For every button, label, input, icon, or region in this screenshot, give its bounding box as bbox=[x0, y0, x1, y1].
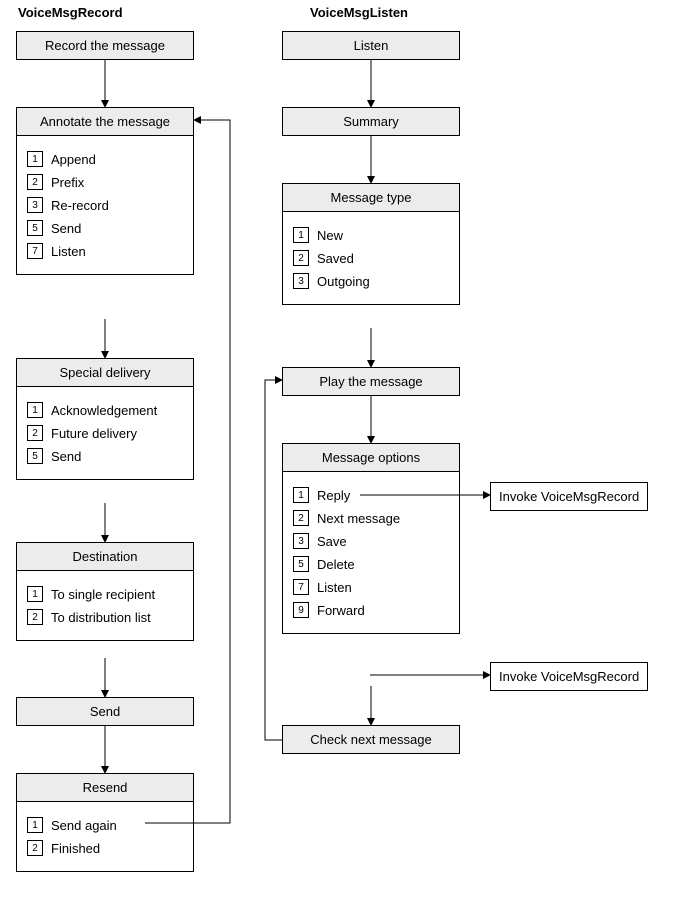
menu-key: 5 bbox=[27, 220, 43, 236]
menu-item: 2 To distribution list bbox=[27, 609, 183, 625]
invoke-box: Invoke VoiceMsgRecord bbox=[490, 662, 648, 691]
node-header: Listen bbox=[283, 32, 459, 59]
node-play: Play the message bbox=[282, 367, 460, 396]
menu-key: 2 bbox=[27, 609, 43, 625]
menu-key: 1 bbox=[293, 487, 309, 503]
node-items: 1 Acknowledgement 2 Future delivery 5 Send bbox=[17, 387, 193, 479]
menu-item: 1 Acknowledgement bbox=[27, 402, 183, 418]
menu-key: 1 bbox=[27, 151, 43, 167]
node-send: Send bbox=[16, 697, 194, 726]
node-listen: Listen bbox=[282, 31, 460, 60]
menu-key: 2 bbox=[293, 510, 309, 526]
menu-item: 2 Finished bbox=[27, 840, 183, 856]
menu-label: Listen bbox=[317, 580, 352, 595]
menu-item: 5 Send bbox=[27, 448, 183, 464]
menu-key: 1 bbox=[27, 402, 43, 418]
node-items: 1 Send again 2 Finished bbox=[17, 802, 193, 871]
node-items: 1 Append 2 Prefix 3 Re-record 5 Send 7 Listen bbox=[17, 136, 193, 274]
node-checknext: Check next message bbox=[282, 725, 460, 754]
left-column-title: VoiceMsgRecord bbox=[18, 5, 123, 20]
menu-item: 5 Send bbox=[27, 220, 183, 236]
menu-key: 2 bbox=[27, 425, 43, 441]
node-dest: Destination 1 To single recipient 2 To distr… bbox=[16, 542, 194, 641]
node-header: Message options bbox=[283, 444, 459, 472]
menu-key: 1 bbox=[27, 817, 43, 833]
menu-key: 9 bbox=[293, 602, 309, 618]
node-header: Resend bbox=[17, 774, 193, 802]
node-header: Special delivery bbox=[17, 359, 193, 387]
node-header: Summary bbox=[283, 108, 459, 135]
node-annotate: Annotate the message 1 Append 2 Prefix 3 Re-re… bbox=[16, 107, 194, 275]
menu-item: 1 To single recipient bbox=[27, 586, 183, 602]
node-header: Annotate the message bbox=[17, 108, 193, 136]
node-header: Check next message bbox=[283, 726, 459, 753]
menu-key: 7 bbox=[293, 579, 309, 595]
menu-label: New bbox=[317, 228, 343, 243]
node-items: 1 To single recipient 2 To distribution lis… bbox=[17, 571, 193, 640]
node-record: Record the message bbox=[16, 31, 194, 60]
menu-label: To single recipient bbox=[51, 587, 155, 602]
node-items: 1 New 2 Saved 3 Outgoing bbox=[283, 212, 459, 304]
menu-label: Outgoing bbox=[317, 274, 370, 289]
menu-label: Delete bbox=[317, 557, 355, 572]
menu-item: 5 Delete bbox=[293, 556, 449, 572]
menu-key: 3 bbox=[293, 273, 309, 289]
menu-label: Finished bbox=[51, 841, 100, 856]
node-items: 1 Reply 2 Next message 3 Save 5 Delete 7 Listen 9F… bbox=[283, 472, 459, 633]
right-column-title: VoiceMsgListen bbox=[310, 5, 408, 20]
menu-label: Reply bbox=[317, 488, 350, 503]
node-msgtype: Message type 1 New 2 Saved 3 Outgoing bbox=[282, 183, 460, 305]
menu-label: Prefix bbox=[51, 175, 84, 190]
menu-label: Listen bbox=[51, 244, 86, 259]
menu-key: 3 bbox=[27, 197, 43, 213]
menu-label: Forward bbox=[317, 603, 365, 618]
menu-item: 2 Prefix bbox=[27, 174, 183, 190]
menu-item: 1 New bbox=[293, 227, 449, 243]
menu-key: 2 bbox=[27, 840, 43, 856]
menu-key: 5 bbox=[27, 448, 43, 464]
menu-item: 9 Forward bbox=[293, 602, 449, 618]
menu-label: Next message bbox=[317, 511, 400, 526]
menu-label: Send again bbox=[51, 818, 117, 833]
menu-label: Append bbox=[51, 152, 96, 167]
menu-item: 3 Re-record bbox=[27, 197, 183, 213]
menu-item: 2 Next message bbox=[293, 510, 449, 526]
menu-label: Re-record bbox=[51, 198, 109, 213]
menu-item: 1 Append bbox=[27, 151, 183, 167]
flow-arrow bbox=[265, 380, 282, 740]
menu-label: Send bbox=[51, 449, 81, 464]
node-msgopt: Message options 1 Reply 2 Next message 3 Save 5… bbox=[282, 443, 460, 634]
menu-key: 1 bbox=[27, 586, 43, 602]
invoke-box: Invoke VoiceMsgRecord bbox=[490, 482, 648, 511]
node-summary: Summary bbox=[282, 107, 460, 136]
menu-label: Future delivery bbox=[51, 426, 137, 441]
menu-item: 2 Saved bbox=[293, 250, 449, 266]
menu-key: 5 bbox=[293, 556, 309, 572]
menu-label: Send bbox=[51, 221, 81, 236]
menu-item: 7 Listen bbox=[27, 243, 183, 259]
menu-item: 1 Reply bbox=[293, 487, 449, 503]
node-header: Record the message bbox=[17, 32, 193, 59]
menu-key: 7 bbox=[27, 243, 43, 259]
menu-key: 2 bbox=[293, 250, 309, 266]
menu-key: 2 bbox=[27, 174, 43, 190]
node-header: Message type bbox=[283, 184, 459, 212]
menu-item: 1 Send again bbox=[27, 817, 183, 833]
menu-key: 1 bbox=[293, 227, 309, 243]
node-header: Send bbox=[17, 698, 193, 725]
node-header: Destination bbox=[17, 543, 193, 571]
node-resend: Resend 1 Send again 2 Finished bbox=[16, 773, 194, 872]
menu-item: 3 Save bbox=[293, 533, 449, 549]
menu-label: Saved bbox=[317, 251, 354, 266]
menu-label: Acknowledgement bbox=[51, 403, 157, 418]
node-special: Special delivery 1 Acknowledgement 2 Future … bbox=[16, 358, 194, 480]
menu-item: 2 Future delivery bbox=[27, 425, 183, 441]
menu-item: 3 Outgoing bbox=[293, 273, 449, 289]
menu-item: 7 Listen bbox=[293, 579, 449, 595]
menu-key: 3 bbox=[293, 533, 309, 549]
node-header: Play the message bbox=[283, 368, 459, 395]
menu-label: Save bbox=[317, 534, 347, 549]
menu-label: To distribution list bbox=[51, 610, 151, 625]
